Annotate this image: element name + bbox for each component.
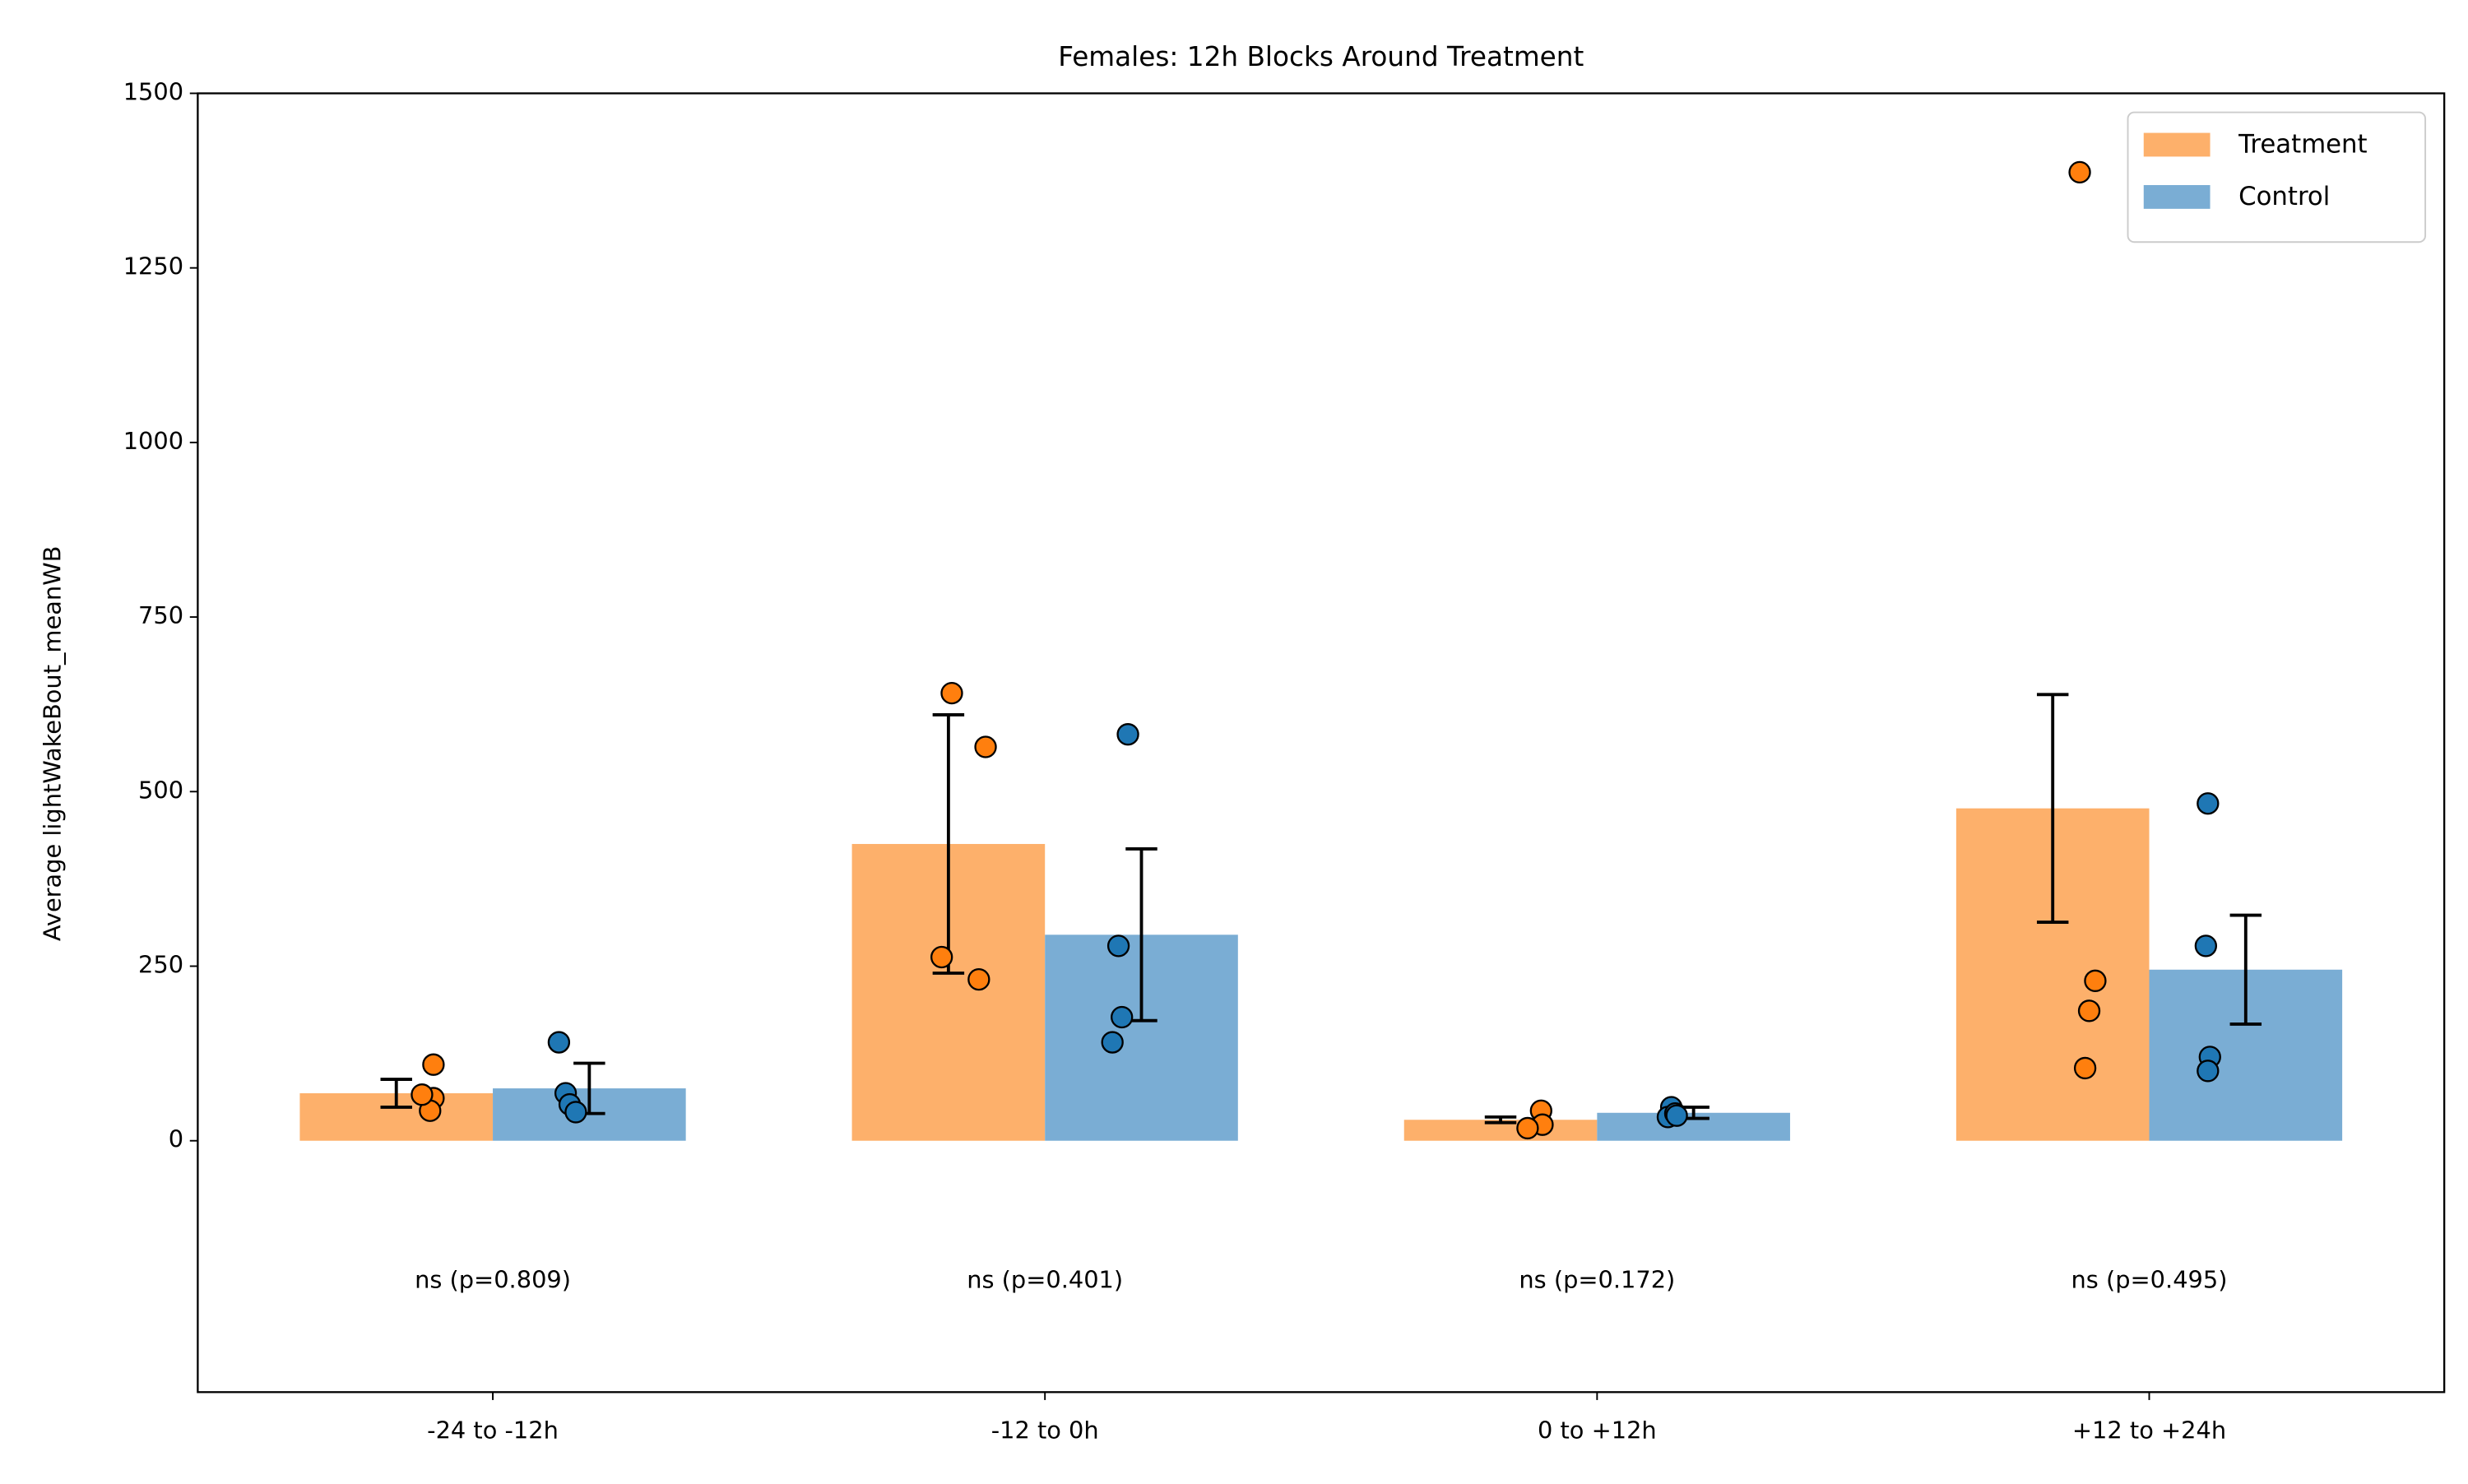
data-point <box>967 967 990 991</box>
data-point <box>2068 160 2091 184</box>
data-point <box>940 681 963 705</box>
data-point <box>2073 1056 2097 1080</box>
x-tick-label: 0 to +12h <box>1538 1416 1657 1444</box>
data-point <box>564 1101 587 1124</box>
data-point <box>411 1083 434 1106</box>
y-tick-label: 750 <box>138 601 183 629</box>
legend-swatch <box>2143 132 2211 157</box>
annotation: ns (p=0.172) <box>1519 1266 1675 1294</box>
data-point <box>2084 969 2107 992</box>
y-tick-label: 1250 <box>123 253 183 281</box>
y-tick-label: 0 <box>169 1125 183 1153</box>
data-point <box>1106 934 1130 958</box>
plot-frame <box>197 92 2446 1394</box>
data-point <box>1101 1031 1124 1054</box>
data-point <box>1665 1104 1688 1127</box>
y-tick-label: 1500 <box>123 77 183 105</box>
y-tick-label: 1000 <box>123 427 183 455</box>
data-point <box>2197 792 2220 815</box>
x-tick-label: -24 to -12h <box>427 1416 559 1444</box>
data-point <box>974 735 997 758</box>
annotation: ns (p=0.495) <box>2071 1266 2228 1294</box>
legend-label: Control <box>2238 182 2330 211</box>
data-point <box>1516 1116 1539 1140</box>
data-point <box>2077 999 2101 1023</box>
y-axis-label: Average lightWakeBout_meanWB <box>38 546 66 942</box>
data-point <box>1111 1005 1134 1029</box>
data-point <box>2197 1060 2220 1083</box>
y-tick-label: 500 <box>138 776 183 804</box>
legend-swatch <box>2143 185 2211 209</box>
y-tick-label: 250 <box>138 951 183 979</box>
annotation: ns (p=0.809) <box>415 1266 571 1294</box>
x-tick-label: +12 to +24h <box>2072 1416 2226 1444</box>
data-point <box>547 1031 571 1054</box>
x-tick-label: -12 to 0h <box>991 1416 1099 1444</box>
legend-label: Treatment <box>2238 129 2367 159</box>
data-point <box>1116 723 1139 746</box>
annotation: ns (p=0.401) <box>967 1266 1123 1294</box>
data-point <box>930 945 953 969</box>
chart-title: Females: 12h Blocks Around Treatment <box>1058 41 1584 72</box>
data-point <box>2194 934 2218 958</box>
data-point <box>422 1053 445 1076</box>
